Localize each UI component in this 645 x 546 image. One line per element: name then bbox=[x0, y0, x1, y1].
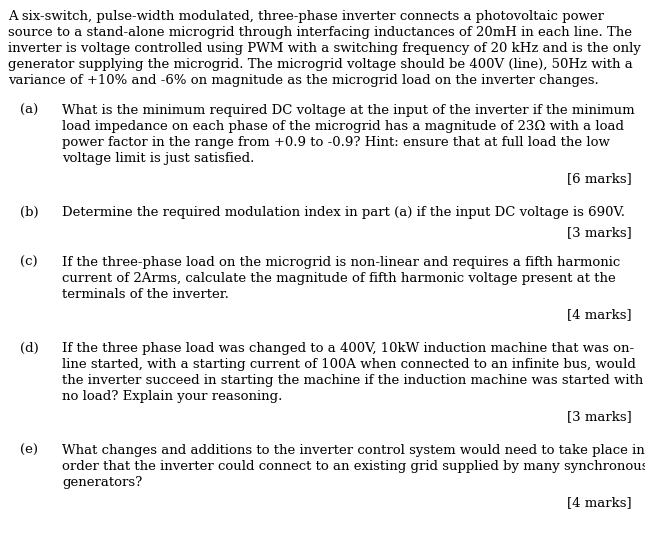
Text: generators?: generators? bbox=[62, 476, 143, 489]
Text: voltage limit is just satisfied.: voltage limit is just satisfied. bbox=[62, 152, 254, 165]
Text: line started, with a starting current of 100A when connected to an infinite bus,: line started, with a starting current of… bbox=[62, 358, 636, 371]
Text: [3 marks]: [3 marks] bbox=[567, 410, 632, 423]
Text: Determine the required modulation index in part (a) if the input DC voltage is 6: Determine the required modulation index … bbox=[62, 206, 625, 219]
Text: (c): (c) bbox=[20, 256, 37, 269]
Text: the inverter succeed in starting the machine if the induction machine was starte: the inverter succeed in starting the mac… bbox=[62, 374, 643, 387]
Text: (d): (d) bbox=[20, 342, 39, 355]
Text: power factor in the range from +0.9 to -0.9? Hint: ensure that at full load the : power factor in the range from +0.9 to -… bbox=[62, 136, 610, 149]
Text: order that the inverter could connect to an existing grid supplied by many synch: order that the inverter could connect to… bbox=[62, 460, 645, 473]
Text: What is the minimum required DC voltage at the input of the inverter if the mini: What is the minimum required DC voltage … bbox=[62, 104, 635, 117]
Text: (a): (a) bbox=[20, 104, 38, 117]
Text: current of 2Arms, calculate the magnitude of fifth harmonic voltage present at t: current of 2Arms, calculate the magnitud… bbox=[62, 272, 616, 285]
Text: source to a stand-alone microgrid through interfacing inductances of 20mH in eac: source to a stand-alone microgrid throug… bbox=[8, 26, 632, 39]
Text: inverter is voltage controlled using PWM with a switching frequency of 20 kHz an: inverter is voltage controlled using PWM… bbox=[8, 42, 641, 55]
Text: If the three phase load was changed to a 400V, 10kW induction machine that was o: If the three phase load was changed to a… bbox=[62, 342, 634, 355]
Text: [6 marks]: [6 marks] bbox=[567, 172, 632, 185]
Text: load impedance on each phase of the microgrid has a magnitude of 23Ω with a load: load impedance on each phase of the micr… bbox=[62, 120, 624, 133]
Text: If the three-phase load on the microgrid is non-linear and requires a fifth harm: If the three-phase load on the microgrid… bbox=[62, 256, 620, 269]
Text: terminals of the inverter.: terminals of the inverter. bbox=[62, 288, 229, 301]
Text: no load? Explain your reasoning.: no load? Explain your reasoning. bbox=[62, 390, 283, 403]
Text: (e): (e) bbox=[20, 444, 38, 457]
Text: [4 marks]: [4 marks] bbox=[568, 308, 632, 321]
Text: generator supplying the microgrid. The microgrid voltage should be 400V (line), : generator supplying the microgrid. The m… bbox=[8, 58, 633, 71]
Text: (b): (b) bbox=[20, 206, 39, 219]
Text: What changes and additions to the inverter control system would need to take pla: What changes and additions to the invert… bbox=[62, 444, 645, 457]
Text: A six-switch, pulse-width modulated, three-phase inverter connects a photovoltai: A six-switch, pulse-width modulated, thr… bbox=[8, 10, 604, 23]
Text: [4 marks]: [4 marks] bbox=[568, 496, 632, 509]
Text: variance of +10% and -6% on magnitude as the microgrid load on the inverter chan: variance of +10% and -6% on magnitude as… bbox=[8, 74, 599, 87]
Text: [3 marks]: [3 marks] bbox=[567, 226, 632, 239]
